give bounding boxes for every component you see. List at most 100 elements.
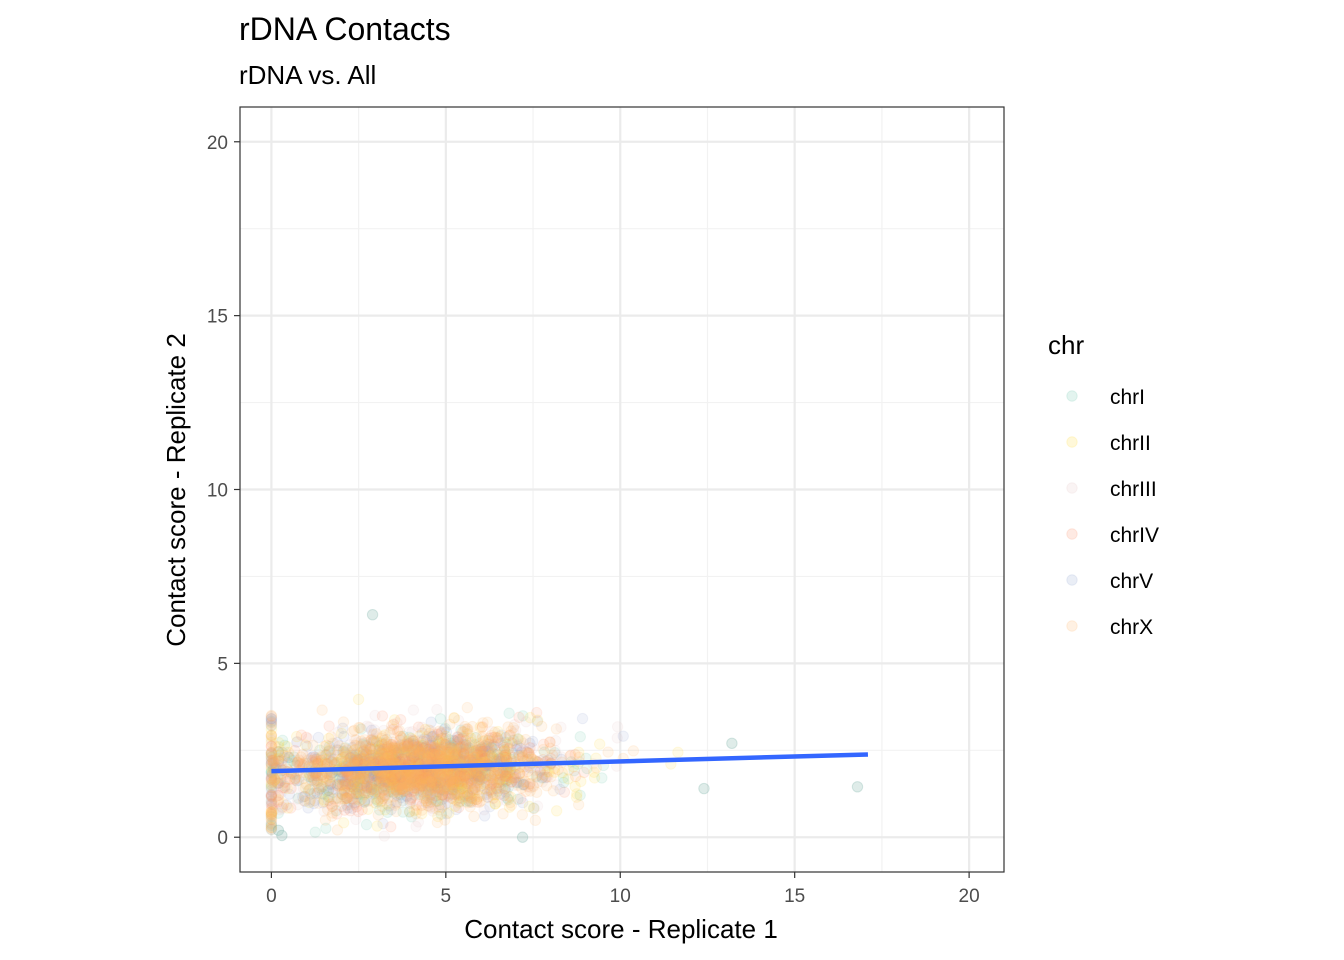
data-point: [357, 748, 369, 761]
data-point: [468, 742, 480, 755]
data-point: [370, 793, 382, 805]
data-point: [524, 711, 536, 724]
data-point: [441, 745, 453, 757]
data-point: [388, 714, 401, 726]
data-point: [454, 742, 466, 755]
data-point: [417, 735, 429, 747]
data-point: [365, 786, 378, 798]
data-point: [478, 778, 491, 790]
data-point: [479, 742, 491, 755]
data-point: [387, 773, 399, 786]
data-point: [426, 792, 438, 804]
data-point: [429, 771, 441, 783]
data-point: [556, 766, 568, 779]
data-point: [389, 772, 402, 785]
data-point: [311, 777, 323, 789]
data-point: [437, 789, 449, 801]
data-point: [279, 746, 292, 758]
data-point: [469, 738, 481, 751]
data-point: [468, 781, 481, 793]
data-point: [407, 770, 419, 782]
data-point: [466, 736, 478, 749]
data-point: [340, 786, 352, 798]
data-point: [360, 787, 373, 799]
data-point: [350, 801, 363, 813]
data-point: [430, 776, 442, 788]
data-point: [390, 747, 403, 759]
data-point: [454, 776, 466, 788]
data-point: [345, 771, 357, 784]
data-point: [412, 774, 424, 786]
data-point: [427, 738, 439, 750]
data-point: [318, 805, 330, 817]
data-point: [536, 772, 548, 784]
data-point: [490, 731, 503, 744]
data-point: [331, 808, 343, 820]
data-point: [483, 732, 496, 744]
data-point: [358, 750, 370, 762]
data-point: [475, 770, 487, 783]
data-point: [354, 747, 366, 759]
data-point: [406, 772, 419, 785]
data-point: [494, 768, 507, 781]
data-point: [413, 784, 425, 796]
data-point: [372, 809, 384, 821]
data-point: [457, 747, 470, 759]
data-point: [289, 772, 301, 784]
data-point: [452, 781, 464, 794]
data-point: [524, 777, 536, 790]
data-point: [485, 784, 498, 796]
data-point: [464, 791, 477, 803]
data-point: [476, 741, 488, 754]
data-point: [365, 734, 378, 746]
data-point: [397, 775, 410, 787]
data-point: [450, 781, 463, 793]
data-point: [342, 773, 354, 786]
data-point: [487, 740, 499, 753]
data-point: [364, 750, 377, 762]
data-point: [452, 740, 464, 752]
data-point: [461, 741, 474, 753]
data-point: [519, 745, 531, 757]
data-point: [368, 796, 380, 809]
data-point: [501, 743, 514, 755]
data-point: [385, 771, 397, 783]
data-point: [304, 794, 317, 806]
data-point: [347, 750, 359, 763]
data-point: [393, 747, 405, 760]
data-point: [286, 754, 298, 767]
data-point: [430, 774, 442, 787]
data-point: [419, 775, 432, 787]
data-point: [443, 790, 455, 802]
data-point: [446, 769, 458, 781]
data-point: [445, 788, 457, 801]
data-point: [502, 781, 515, 794]
data-point: [433, 786, 445, 798]
data-point: [421, 780, 433, 793]
data-point: [393, 780, 405, 792]
data-point: [302, 802, 314, 814]
data-point: [375, 752, 388, 765]
data-point: [380, 733, 393, 746]
data-point: [433, 778, 446, 790]
data-point: [410, 745, 423, 757]
data-point: [418, 769, 431, 782]
data-point: [317, 771, 330, 783]
data-point: [467, 784, 479, 796]
data-point: [422, 781, 434, 794]
data-point: [438, 787, 451, 799]
data-point: [392, 746, 405, 758]
data-point: [393, 742, 405, 754]
data-point: [427, 741, 440, 753]
data-point: [265, 771, 278, 783]
data-point: [408, 781, 421, 794]
data-point: [348, 782, 361, 794]
data-point: [413, 745, 426, 757]
data-point: [361, 720, 373, 732]
data-point: [389, 740, 401, 752]
data-point: [454, 777, 467, 790]
data-point: [417, 776, 430, 788]
data-point: [276, 829, 288, 842]
data-point: [484, 769, 496, 782]
data-point: [451, 746, 464, 758]
